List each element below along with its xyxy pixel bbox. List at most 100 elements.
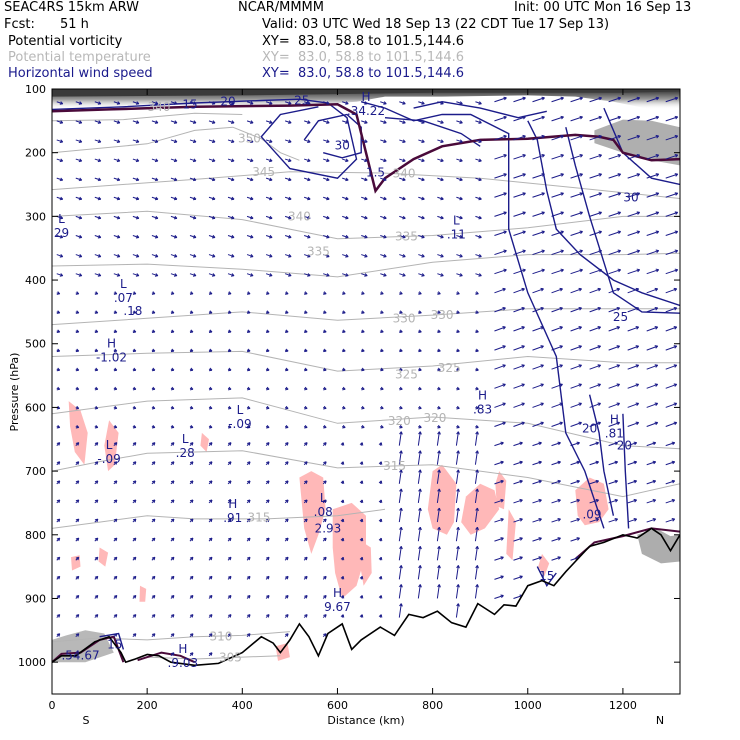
wind-vector <box>532 461 542 466</box>
wind-vector <box>436 469 440 484</box>
wind-vector <box>646 307 658 313</box>
low-right-pv-shade <box>637 528 680 564</box>
wind-vector-head <box>211 215 216 220</box>
wind-vector-head <box>307 254 311 258</box>
wind-speed-contours <box>52 98 680 650</box>
wind-vector-head <box>340 556 345 561</box>
theta-isentrope <box>147 655 281 660</box>
wind-vector <box>627 250 640 256</box>
wind-vector-head <box>323 537 327 542</box>
wind-vector <box>227 196 235 200</box>
wind-vector-head <box>557 556 561 560</box>
wind-vector <box>665 383 677 389</box>
wind-vector-head <box>378 480 383 484</box>
wind-vector-head <box>521 402 525 407</box>
wind-vector-head <box>269 177 273 182</box>
wind-vector-head <box>78 215 83 220</box>
wind-vector-head <box>170 367 175 372</box>
wind-vector-head <box>500 556 504 560</box>
wind-vector-head <box>135 273 140 277</box>
wind-vector <box>474 431 478 446</box>
wind-vector <box>342 101 349 105</box>
wind-vector-head <box>635 364 640 368</box>
extremum-value: .28 <box>176 446 195 460</box>
wind-vector-head <box>359 442 364 446</box>
wind-vector-head <box>361 329 365 334</box>
wind-vector <box>246 234 254 238</box>
extremum-marker: L <box>320 491 327 505</box>
wind-vector-head <box>380 424 384 429</box>
y-tick-label: 900 <box>25 592 46 605</box>
wind-vector-head <box>503 211 507 215</box>
wind-vector-head <box>636 249 641 254</box>
pv-positive-area <box>461 483 500 535</box>
wind-vector <box>227 120 235 124</box>
wind-vector <box>494 402 506 408</box>
wind-vector-head <box>475 565 479 569</box>
wind-vector-head <box>59 215 64 220</box>
wind-vector-head <box>503 173 507 177</box>
wind-vector-head <box>269 215 273 220</box>
wind-vector <box>513 402 525 408</box>
wind-vector-head <box>307 120 311 124</box>
wind-vector-head <box>655 115 660 120</box>
wind-vector-head <box>579 154 583 158</box>
wind-vector <box>665 97 678 103</box>
wind-vector <box>380 234 387 238</box>
wind-vector <box>475 273 482 277</box>
wind-vector <box>342 215 349 219</box>
wind-vector-head <box>154 215 159 220</box>
wind-vector <box>627 307 639 313</box>
wind-vector-head <box>342 424 346 429</box>
wind-vector-head <box>359 556 364 561</box>
wind-vector-head <box>132 633 137 637</box>
wind-vector <box>418 101 425 105</box>
wind-vector-head <box>340 595 345 599</box>
wind-vector-head <box>459 120 463 124</box>
wind-vector <box>627 230 640 236</box>
wind-vector-head <box>378 556 383 561</box>
wind-vector-head <box>502 287 506 292</box>
wind-vector <box>398 488 402 504</box>
wind-vector <box>455 488 459 504</box>
wind-vector-head <box>304 367 308 372</box>
wind-vector <box>494 307 506 313</box>
wind-vector-head <box>75 348 80 353</box>
wind-vector-head <box>538 556 542 560</box>
wind-vector-head <box>655 268 660 273</box>
wind-vector <box>532 288 544 294</box>
wind-vector <box>380 273 387 277</box>
wind-vector-head <box>380 405 384 410</box>
wind-vector <box>94 158 101 162</box>
wind-vector <box>551 326 563 332</box>
wind-vector-head <box>151 291 156 295</box>
wind-vector-head <box>673 421 678 426</box>
wind-vector-head <box>421 158 425 163</box>
wind-vector <box>417 584 421 599</box>
wind-vector-head <box>559 306 563 311</box>
wind-vector-head <box>475 329 479 334</box>
wind-vector-head <box>541 192 545 196</box>
wind-vector <box>646 154 659 160</box>
wind-vector <box>113 254 121 258</box>
wind-vector <box>474 469 478 484</box>
wind-vector-head <box>578 306 582 311</box>
wind-vector-head <box>75 367 80 372</box>
wind-vector <box>265 215 273 219</box>
wind-vector <box>398 450 402 465</box>
wind-vector-head <box>671 460 676 465</box>
y-tick-label: 700 <box>25 465 46 478</box>
wind-vector <box>608 116 621 122</box>
wind-vector-head <box>94 537 99 542</box>
wind-vector-head <box>418 431 422 435</box>
wind-vector-head <box>654 326 659 330</box>
wind-vector <box>646 383 658 389</box>
wind-vector-head <box>208 310 213 314</box>
wind-vector-head <box>617 230 622 235</box>
wind-vector-head <box>211 120 216 124</box>
extremum-value: -.09 <box>228 417 251 431</box>
wind-vector-head <box>418 526 422 531</box>
wind-vector-head <box>671 479 676 484</box>
wind-vector-head <box>132 405 137 410</box>
wind-vector <box>399 215 406 219</box>
